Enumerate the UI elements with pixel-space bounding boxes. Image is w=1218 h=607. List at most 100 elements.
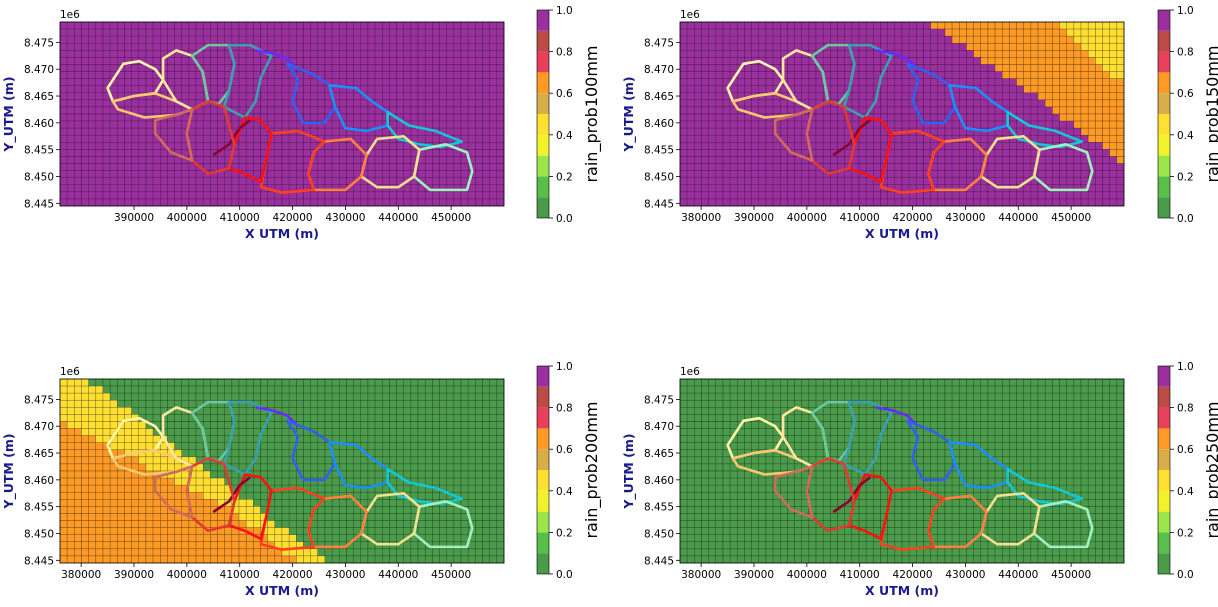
heatmap-cell (1103, 114, 1110, 121)
heatmap-cell (432, 528, 439, 535)
heatmap-cell (447, 128, 454, 135)
heatmap-cell (289, 114, 296, 121)
heatmap-cell (701, 164, 708, 171)
heatmap-cell (103, 185, 110, 192)
heatmap-cell (296, 43, 303, 50)
heatmap-cell (475, 79, 482, 86)
heatmap-cell (1117, 142, 1124, 149)
heatmap-cell (909, 121, 916, 128)
heatmap-cell (1095, 79, 1102, 86)
heatmap-cell (325, 50, 332, 57)
heatmap-cell (680, 57, 687, 64)
heatmap-cell (988, 164, 995, 171)
heatmap-cell (289, 393, 296, 400)
heatmap-cell (483, 36, 490, 43)
heatmap-cell (723, 135, 730, 142)
heatmap-cell (959, 43, 966, 50)
heatmap-cell (189, 429, 196, 436)
heatmap-cell (189, 386, 196, 393)
heatmap-cell (382, 499, 389, 506)
heatmap-cell (282, 149, 289, 156)
heatmap-cell (368, 22, 375, 29)
heatmap-cell (468, 128, 475, 135)
heatmap-cell (483, 535, 490, 542)
heatmap-cell (67, 499, 74, 506)
heatmap-cell (966, 149, 973, 156)
heatmap-cell (816, 121, 823, 128)
heatmap-cell (153, 100, 160, 107)
heatmap-cell (447, 149, 454, 156)
heatmap-cell (866, 128, 873, 135)
heatmap-cell (952, 149, 959, 156)
heatmap-cell (1038, 43, 1045, 50)
heatmap-cell (938, 149, 945, 156)
heatmap-cell (253, 36, 260, 43)
heatmap-cell (210, 50, 217, 57)
heatmap-cell (354, 556, 361, 563)
heatmap-cell (881, 22, 888, 29)
heatmap-cell (218, 429, 225, 436)
heatmap-cell (60, 556, 67, 563)
heatmap-cell (1103, 29, 1110, 36)
heatmap-cell (232, 549, 239, 556)
heatmap-cell (1024, 36, 1031, 43)
heatmap-cell (218, 178, 225, 185)
heatmap-cell (261, 499, 268, 506)
heatmap-cell (389, 86, 396, 93)
heatmap-cell (680, 114, 687, 121)
heatmap-cell (354, 192, 361, 199)
heatmap-cell (1060, 43, 1067, 50)
heatmap-cell (744, 36, 751, 43)
heatmap-cell (432, 421, 439, 428)
heatmap-cell (490, 185, 497, 192)
heatmap-cell (694, 128, 701, 135)
heatmap-cell (325, 513, 332, 520)
heatmap-cell (311, 199, 318, 206)
heatmap-cell (354, 414, 361, 421)
heatmap-cell (701, 86, 708, 93)
heatmap-cell (404, 149, 411, 156)
heatmap-cell (268, 79, 275, 86)
heatmap-cell (67, 128, 74, 135)
heatmap-cell (461, 386, 468, 393)
heatmap-cell (687, 178, 694, 185)
heatmap-cell (468, 556, 475, 563)
heatmap-cell (680, 164, 687, 171)
heatmap-cell (959, 64, 966, 71)
heatmap-cell (89, 79, 96, 86)
heatmap-cell (830, 121, 837, 128)
heatmap-cell (175, 121, 182, 128)
heatmap-cell (1074, 107, 1081, 114)
heatmap-cell (1081, 79, 1088, 86)
heatmap-cell (103, 43, 110, 50)
heatmap-cell (1024, 114, 1031, 121)
heatmap-cell (888, 22, 895, 29)
heatmap-cell (1024, 142, 1031, 149)
heatmap-cell (289, 171, 296, 178)
heatmap-cell (332, 535, 339, 542)
heatmap-cell (787, 178, 794, 185)
heatmap-cell (139, 535, 146, 542)
heatmap-cell (418, 29, 425, 36)
heatmap-cell (124, 192, 131, 199)
heatmap-cell (354, 50, 361, 57)
heatmap-cell (218, 50, 225, 57)
heatmap-cell (1009, 178, 1016, 185)
heatmap-cell (139, 149, 146, 156)
heatmap-cell (339, 400, 346, 407)
heatmap-cell (210, 407, 217, 414)
heatmap-cell (995, 43, 1002, 50)
heatmap-cell (425, 549, 432, 556)
heatmap-cell (81, 414, 88, 421)
heatmap-cell (60, 72, 67, 79)
heatmap-cell (1117, 22, 1124, 29)
heatmap-cell (716, 128, 723, 135)
heatmap-cell (196, 556, 203, 563)
heatmap-cell (425, 22, 432, 29)
heatmap-cell (153, 506, 160, 513)
heatmap-cell (404, 22, 411, 29)
x-tick-label: 430000 (945, 212, 985, 224)
heatmap-cell (447, 43, 454, 50)
heatmap-cell (461, 450, 468, 457)
x-tick-label: 380000 (681, 212, 721, 224)
